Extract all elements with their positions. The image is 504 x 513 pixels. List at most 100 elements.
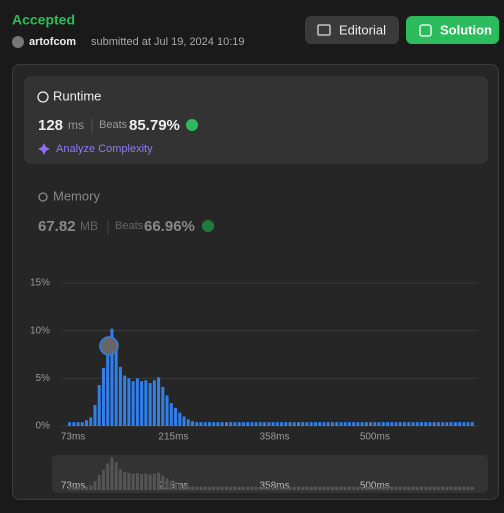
overview-bar xyxy=(432,486,436,490)
overview-bar xyxy=(110,457,114,490)
analyze-complexity[interactable]: Analyze Complexity xyxy=(56,143,153,155)
chart: 0% 5% 10% 15% 73ms 73ms 215ms 215ms 358ms 358ms 50… xyxy=(30,278,478,492)
x-tick-label: 73ms xyxy=(61,432,85,443)
bar xyxy=(394,422,398,426)
bar xyxy=(377,422,381,426)
bar xyxy=(275,422,279,426)
overview-bar xyxy=(369,486,373,490)
bar xyxy=(428,422,432,426)
overview-bar xyxy=(72,486,76,490)
bar xyxy=(352,422,356,426)
bar xyxy=(318,422,322,426)
clap-icon xyxy=(202,220,214,232)
overview-bar xyxy=(186,485,190,490)
overview-bar xyxy=(68,486,72,490)
range-overview[interactable] xyxy=(52,455,488,493)
bar xyxy=(123,375,127,426)
overview-bar xyxy=(275,486,279,490)
overview-bar xyxy=(216,486,220,490)
overview-bar xyxy=(390,486,394,490)
overview-bar xyxy=(212,486,216,490)
bar xyxy=(190,421,194,426)
bar xyxy=(195,422,199,426)
bar xyxy=(144,380,148,426)
editorial-button[interactable] xyxy=(305,16,399,44)
bar xyxy=(199,422,203,426)
overview-bar xyxy=(233,486,237,490)
overview-bar xyxy=(161,475,165,490)
bar xyxy=(127,378,131,426)
y-tick-label: 10% xyxy=(30,325,50,336)
overview-bar xyxy=(140,473,144,490)
overview-bar xyxy=(165,478,169,490)
overview-bar xyxy=(335,486,339,490)
bar xyxy=(436,422,440,426)
overview-bar xyxy=(190,486,194,490)
bar xyxy=(343,422,347,426)
username[interactable]: artofcom xyxy=(29,36,76,48)
bar xyxy=(386,422,390,426)
bar xyxy=(453,422,457,426)
overview-bar xyxy=(258,486,262,490)
memory-value: 67.82 xyxy=(38,218,76,235)
runtime-label: Runtime xyxy=(53,88,101,103)
overview-bar xyxy=(199,486,203,490)
bar xyxy=(280,422,284,426)
editorial-label: Editorial xyxy=(339,22,386,37)
edit-icon xyxy=(419,24,432,37)
solution-label: Solution xyxy=(440,22,492,37)
overview-bar xyxy=(415,486,419,490)
bar xyxy=(80,422,84,426)
bar xyxy=(186,419,190,426)
solution-button[interactable] xyxy=(406,16,499,44)
overview-bar xyxy=(220,486,224,490)
bar xyxy=(131,381,135,426)
beats-label: Beats xyxy=(99,119,128,131)
bar xyxy=(148,383,152,426)
overview-bar xyxy=(449,486,453,490)
overview-bar xyxy=(424,486,428,490)
bar xyxy=(335,422,339,426)
bar xyxy=(347,422,351,426)
overview-bar xyxy=(386,486,390,490)
overview-bar xyxy=(466,486,470,490)
bar xyxy=(339,422,343,426)
overview-bar xyxy=(152,473,156,490)
your-submission-marker xyxy=(99,336,119,356)
overview-bar xyxy=(339,486,343,490)
bar xyxy=(169,403,173,426)
bar xyxy=(76,422,80,426)
submitted-at: submitted at Jul 19, 2024 10:19 xyxy=(91,36,245,48)
overview-bar xyxy=(246,486,250,490)
bar xyxy=(72,422,76,426)
overview-bar xyxy=(419,486,423,490)
overview-bar xyxy=(436,486,440,490)
y-tick-label: 15% xyxy=(30,278,50,289)
bar xyxy=(212,422,216,426)
bar xyxy=(271,422,275,426)
bar xyxy=(110,328,114,426)
overview-bar xyxy=(135,473,139,490)
bar xyxy=(267,422,271,426)
overview-bar xyxy=(267,486,271,490)
overview-bar xyxy=(470,486,474,490)
overview-bar xyxy=(203,486,207,490)
bar xyxy=(207,422,211,426)
bar xyxy=(152,380,156,426)
overview-bar xyxy=(445,486,449,490)
overview-bar xyxy=(398,486,402,490)
runtime-card[interactable] xyxy=(24,76,488,164)
overview-tick-label: 358ms xyxy=(259,481,289,492)
clock-icon xyxy=(37,91,49,103)
overview-bar xyxy=(148,474,152,490)
overview-bar xyxy=(297,486,301,490)
bar xyxy=(432,422,436,426)
overview-bar xyxy=(80,486,84,490)
x-tick-label: 215ms xyxy=(158,432,188,443)
book-icon xyxy=(317,24,331,36)
bar xyxy=(258,422,262,426)
bar xyxy=(178,412,182,426)
overview-bar xyxy=(322,486,326,490)
beats-label: Beats xyxy=(115,220,144,232)
